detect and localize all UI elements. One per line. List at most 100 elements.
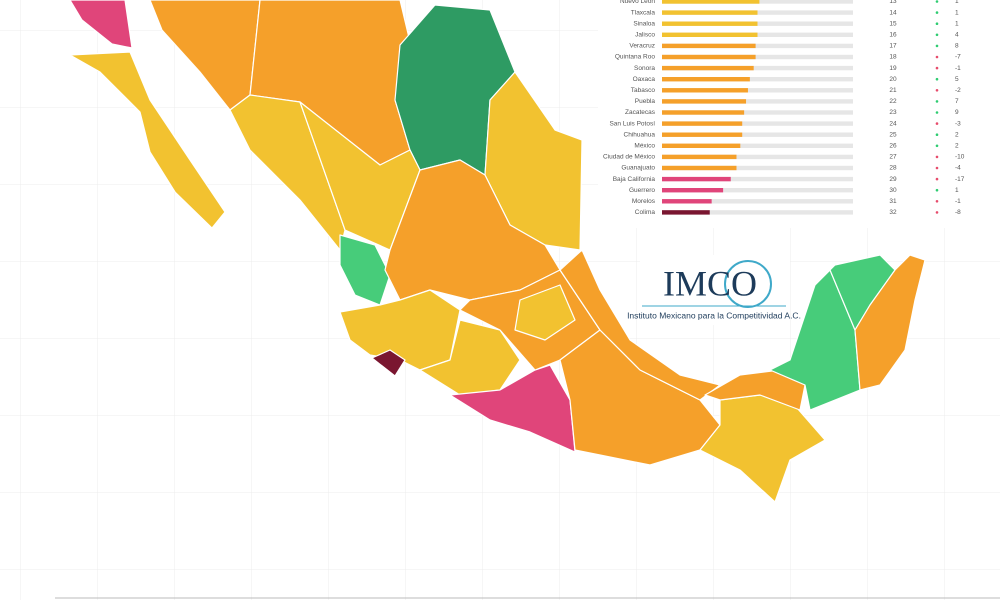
- change: 1: [955, 0, 959, 5]
- change-dot: [935, 188, 939, 192]
- change: -17: [955, 176, 965, 183]
- rank: 29: [889, 176, 897, 183]
- change: -7: [955, 54, 961, 61]
- change: -3: [955, 120, 961, 127]
- bar-track: [662, 143, 853, 148]
- state-name: Guanajuato: [621, 165, 655, 172]
- rank: 16: [889, 32, 897, 39]
- state-name: Morelos: [632, 198, 656, 205]
- change-dot: [935, 155, 939, 159]
- state-name: Veracruz: [629, 43, 655, 50]
- bar-track: [662, 199, 853, 204]
- state-name: México: [634, 143, 655, 150]
- state: [704, 369, 806, 411]
- change: 4: [955, 32, 959, 39]
- change: 8: [955, 43, 959, 50]
- state-name: Puebla: [635, 98, 656, 105]
- score-bar: [662, 65, 754, 71]
- change: -2: [955, 87, 961, 94]
- change-dot: [935, 200, 939, 203]
- score-bar: [662, 77, 750, 82]
- rank: 30: [889, 187, 897, 194]
- rank: 15: [889, 20, 897, 27]
- change: 5: [955, 76, 959, 83]
- change-dot: [935, 66, 939, 70]
- change-dot: [935, 11, 939, 14]
- bar-track: [662, 88, 853, 93]
- change-dot: [935, 144, 939, 148]
- score-bar: [662, 110, 745, 115]
- change: -4: [955, 165, 961, 172]
- change: 9: [955, 109, 959, 116]
- logo-name: IMCO: [663, 263, 757, 303]
- state: [559, 249, 721, 401]
- bar-track: [662, 154, 853, 160]
- change: 2: [955, 143, 959, 150]
- state-name: Nuevo León: [620, 0, 655, 5]
- change-dot: [935, 166, 939, 170]
- state: [854, 254, 926, 391]
- bar-track: [662, 43, 853, 49]
- state-name: Quintana Roo: [615, 54, 655, 61]
- change-dot: [935, 211, 939, 214]
- bar-track: [662, 77, 853, 82]
- state: [699, 394, 826, 503]
- change: 1: [955, 9, 959, 16]
- bar-track: [662, 165, 853, 171]
- change-dot: [935, 22, 939, 26]
- state-name: Sonora: [634, 65, 655, 72]
- change: -10: [955, 154, 965, 161]
- state-name: Chihuahua: [624, 131, 656, 138]
- state-name: Colima: [635, 209, 656, 216]
- bar-track: [662, 132, 853, 137]
- logo-subtitle: Instituto Mexicano para la Competitivida…: [627, 310, 801, 320]
- state: [514, 284, 576, 341]
- score-bar: [662, 88, 748, 93]
- rank: 20: [889, 76, 897, 83]
- bar-track: [662, 210, 853, 215]
- mexico-map: [69, 0, 926, 503]
- bar-track: [662, 54, 853, 60]
- score-bar: [662, 99, 747, 104]
- bar-track: [662, 99, 853, 104]
- state: [69, 0, 133, 49]
- state-name: Tlaxcala: [631, 9, 656, 16]
- bar-track: [662, 121, 853, 126]
- score-bar: [662, 32, 758, 37]
- change-dot: [935, 77, 939, 81]
- state-name: San Luis Potosí: [609, 120, 655, 127]
- change-dot: [935, 111, 939, 114]
- rank: 26: [889, 143, 897, 150]
- rank: 19: [889, 65, 897, 72]
- score-bar: [662, 199, 712, 204]
- change: 2: [955, 131, 959, 138]
- change: 1: [955, 20, 959, 27]
- bar-track: [662, 110, 853, 115]
- score-bar: [662, 121, 743, 126]
- change-dot: [935, 122, 939, 125]
- score-bar: [662, 188, 724, 193]
- score-bar: [662, 21, 758, 26]
- score-bar: [662, 132, 743, 137]
- change-dot: [935, 133, 939, 136]
- change: 7: [955, 98, 959, 105]
- score-bar: [662, 176, 731, 182]
- state: [371, 349, 406, 377]
- rank: 18: [889, 54, 897, 61]
- change-dot: [935, 100, 939, 103]
- bar-track: [662, 65, 853, 71]
- logo: IMCO Instituto Mexicano para la Competit…: [627, 255, 801, 325]
- rank: 24: [889, 120, 897, 127]
- rank: 17: [889, 43, 897, 50]
- change: 1: [955, 187, 959, 194]
- state-name: Baja California: [613, 176, 656, 183]
- state-name: Zacatecas: [625, 109, 656, 116]
- state: [69, 51, 226, 229]
- rank: 31: [889, 198, 897, 205]
- score-bar: [662, 154, 737, 160]
- logo-box: [640, 255, 790, 325]
- score-bar: [662, 43, 756, 49]
- change-dot: [935, 55, 939, 59]
- change-dot: [935, 0, 939, 3]
